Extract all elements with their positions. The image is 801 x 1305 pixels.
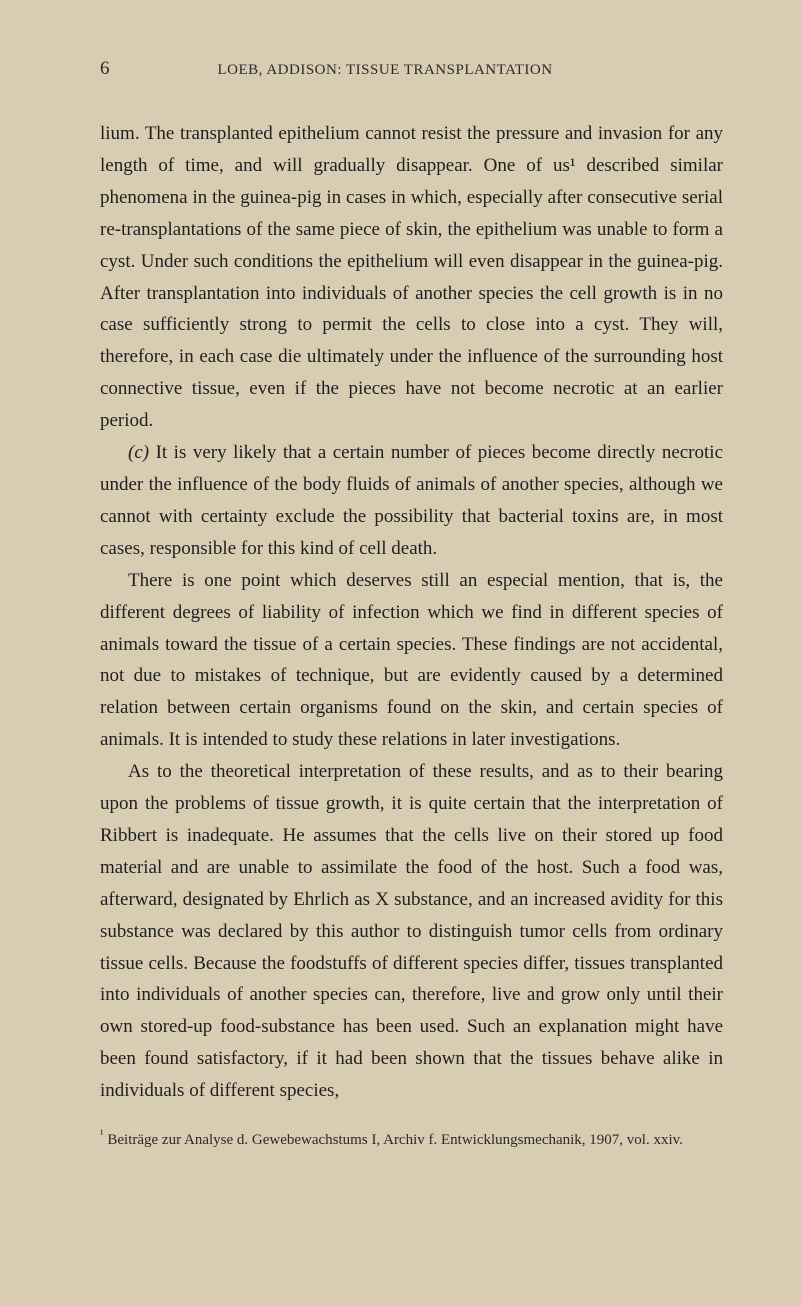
- paragraph-2-text: It is very likely that a certain number …: [100, 442, 723, 559]
- running-title: LOEB, ADDISON: TISSUE TRANSPLANTATION: [218, 62, 553, 79]
- document-page: 6 LOEB, ADDISON: TISSUE TRANSPLANTATION …: [0, 0, 801, 1192]
- paragraph-3: There is one point which deserves still …: [100, 565, 723, 756]
- body-text: lium. The transplanted epithelium cannot…: [100, 118, 723, 1107]
- footnote-text: Beiträge zur Analyse d. Gewebewachstums …: [104, 1132, 683, 1148]
- footnote-1: ¹ Beiträge zur Analyse d. Gewebewachstum…: [100, 1129, 723, 1152]
- paragraph-1: lium. The transplanted epithelium cannot…: [100, 118, 723, 437]
- paragraph-4: As to the theoretical interpretation of …: [100, 756, 723, 1107]
- paragraph-2: (c) It is very likely that a certain num…: [100, 437, 723, 565]
- page-number: 6: [100, 58, 110, 80]
- page-header: 6 LOEB, ADDISON: TISSUE TRANSPLANTATION: [100, 58, 723, 80]
- footnote-section: ¹ Beiträge zur Analyse d. Gewebewachstum…: [100, 1129, 723, 1152]
- section-marker-c: (c): [128, 442, 149, 463]
